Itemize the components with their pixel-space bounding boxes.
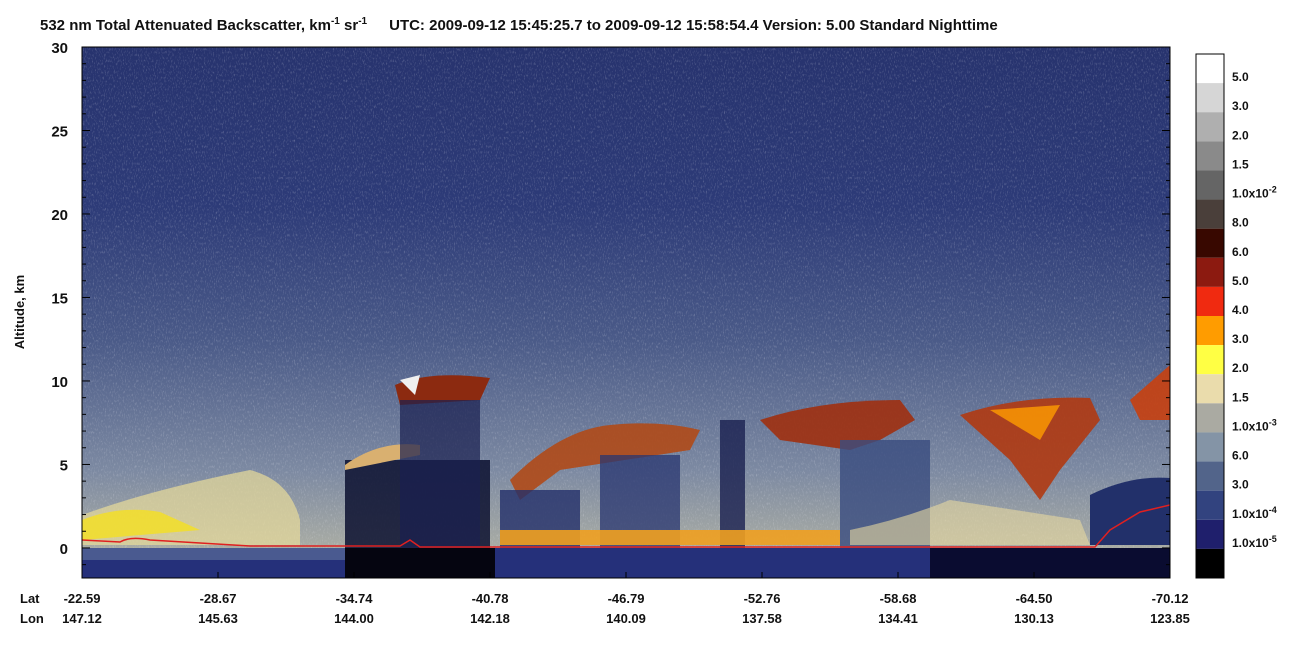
colorbar-label-base: 2.0 [1232,361,1249,375]
title-part: -1 [331,16,340,27]
colorbar-swatch [1196,83,1224,113]
colorbar-swatch [1196,54,1224,84]
colorbar-label: 6.0 [1232,449,1249,463]
colorbar-swatch [1196,490,1224,520]
colorbar-swatch [1196,403,1224,433]
colorbar-label-base: 3.0 [1232,332,1249,346]
colorbar-label: 3.0 [1232,478,1249,492]
colorbar-label: 4.0 [1232,303,1249,317]
lat-label: -22.59 [64,591,101,606]
colorbar-label-base: 4.0 [1232,303,1249,317]
colorbar-label-exp: -2 [1269,185,1277,195]
lon-label: 140.09 [606,611,646,626]
colorbar-swatch [1196,286,1224,316]
lon-label: 137.58 [742,611,782,626]
colorbar-label-base: 2.0 [1232,128,1249,142]
lon-label: 130.13 [1014,611,1054,626]
colorbar-label: 6.0 [1232,245,1249,259]
y-tick-label: 25 [51,123,68,140]
lat-label: -28.67 [200,591,237,606]
lat-label: -46.79 [608,591,645,606]
lon-label: 147.12 [62,611,102,626]
colorbar-swatch [1196,374,1224,404]
colorbar-label: 5.0 [1232,70,1249,84]
lon-label: 145.63 [198,611,238,626]
colorbar-label-base: 8.0 [1232,216,1249,230]
colorbar-swatch [1196,432,1224,462]
colorbar-frame [1195,53,1225,579]
colorbar-swatch [1196,141,1224,171]
colorbar-swatch [1196,112,1224,142]
y-tick-label: 10 [51,374,68,391]
lat-label: -34.74 [336,591,374,606]
colorbar-label-exp: -5 [1269,534,1277,544]
colorbar-swatch [1196,199,1224,229]
colorbar-label: 2.0 [1232,361,1249,375]
colorbar-swatch [1196,548,1224,578]
title-part: sr [340,17,359,34]
colorbar-label-base: 6.0 [1232,245,1249,259]
lat-label: -58.68 [880,591,917,606]
colorbar-label: 1.0x10-3 [1232,417,1277,433]
colorbar-label-base: 3.0 [1232,99,1249,113]
y-tick-label: 30 [51,40,68,57]
colorbar-label: 5.0 [1232,274,1249,288]
colorbar-swatch [1196,345,1224,375]
colorbar-swatch [1196,170,1224,200]
lat-label: -40.78 [472,591,509,606]
colorbar-swatch [1196,257,1224,287]
colorbar-label: 1.5 [1232,390,1249,404]
colorbar-swatch [1196,228,1224,258]
colorbar-label-base: 1.0x10 [1232,536,1269,550]
x-row-name: Lat [20,591,40,606]
lon-label: 123.85 [1150,611,1190,626]
colorbar-label: 1.0x10-4 [1232,505,1277,521]
colorbar-label-base: 6.0 [1232,449,1249,463]
colorbar-swatch [1196,519,1224,549]
colorbar-label-base: 1.5 [1232,390,1249,404]
colorbar-label-base: 1.5 [1232,157,1249,171]
y-tick-label: 0 [60,541,68,558]
y-tick-label: 15 [51,290,68,307]
lat-label: -70.12 [1152,591,1189,606]
colorbar-label-base: 5.0 [1232,274,1249,288]
title-part: -1 [358,16,367,27]
colorbar-label-base: 5.0 [1232,70,1249,84]
colorbar-label: 1.0x10-5 [1232,534,1277,550]
colorbar-label-base: 1.0x10 [1232,507,1269,521]
lat-label: -52.76 [744,591,781,606]
colorbar-label: 1.0x10-2 [1232,185,1277,201]
colorbar-swatch [1196,461,1224,491]
lon-label: 144.00 [334,611,374,626]
lon-label: 134.41 [878,611,918,626]
chart-title: 532 nm Total Attenuated Backscatter, km-… [40,16,998,34]
colorbar-label-base: 1.0x10 [1232,187,1269,201]
colorbar-label-base: 1.0x10 [1232,419,1269,433]
colorbar-label-base: 3.0 [1232,478,1249,492]
colorbar-label: 8.0 [1232,216,1249,230]
lat-label: -64.50 [1016,591,1053,606]
x-row-name: Lon [20,611,44,626]
colorbar-label: 1.5 [1232,157,1249,171]
y-tick-label: 5 [60,457,68,474]
y-axis-label: Altitude, km [12,275,27,349]
colorbar-swatch [1196,316,1224,346]
colorbar-label: 2.0 [1232,128,1249,142]
lon-label: 142.18 [470,611,510,626]
colorbar-label: 3.0 [1232,332,1249,346]
colorbar-label-exp: -4 [1269,505,1277,515]
title-part: UTC: 2009-09-12 15:45:25.7 to 2009-09-12… [389,17,998,34]
y-tick-label: 20 [51,207,68,224]
colorbar-label: 3.0 [1232,99,1249,113]
backscatter-image [82,47,1170,578]
title-part: 532 nm Total Attenuated Backscatter, km [40,17,331,34]
colorbar-label-exp: -3 [1269,417,1277,427]
